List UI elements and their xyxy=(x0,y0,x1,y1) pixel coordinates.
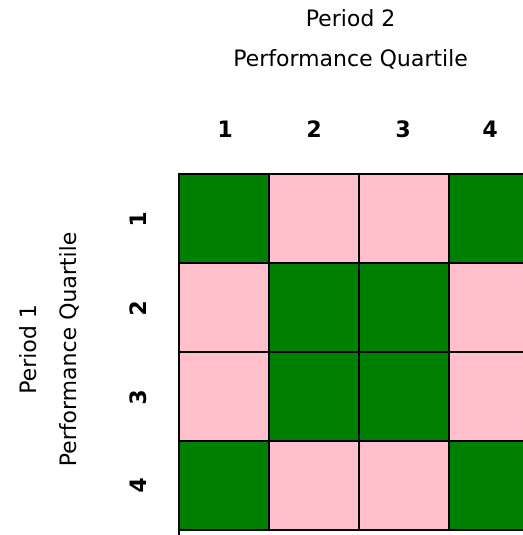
row-label-4: 4 xyxy=(127,477,152,493)
period-2-subtitle: Performance Quartile xyxy=(233,47,468,72)
grid-cell-r2-c2 xyxy=(270,264,360,353)
grid-cell-r4-c1 xyxy=(180,442,270,531)
grid-cell-r4-c3 xyxy=(360,442,450,531)
grid-cell-r4-c4 xyxy=(450,442,523,531)
grid-cell-r3-c3 xyxy=(360,353,450,442)
grid-cell-r2-c4 xyxy=(450,264,523,353)
period-1-title: Period 1 xyxy=(17,304,42,394)
grid-cell-r4-c2 xyxy=(270,442,360,531)
row-label-3: 3 xyxy=(127,389,152,405)
column-label-4: 4 xyxy=(482,118,498,143)
grid-cell-r3-c2 xyxy=(270,353,360,442)
grid-cell-r2-c1 xyxy=(180,264,270,353)
column-label-3: 3 xyxy=(395,118,411,143)
row-label-2: 2 xyxy=(127,300,152,316)
quartile-transition-grid xyxy=(178,173,523,535)
grid-cell-r1-c2 xyxy=(270,175,360,264)
grid-cell-r3-c4 xyxy=(450,353,523,442)
grid-cell-r1-c3 xyxy=(360,175,450,264)
column-label-1: 1 xyxy=(217,118,233,143)
grid-cell-r3-c1 xyxy=(180,353,270,442)
column-label-2: 2 xyxy=(306,118,322,143)
period-1-subtitle: Performance Quartile xyxy=(57,231,82,467)
grid-cell-r1-c4 xyxy=(450,175,523,264)
period-2-title: Period 2 xyxy=(305,7,396,32)
row-label-1: 1 xyxy=(127,211,152,227)
grid-cell-r1-c1 xyxy=(180,175,270,264)
grid-cell-r2-c3 xyxy=(360,264,450,353)
